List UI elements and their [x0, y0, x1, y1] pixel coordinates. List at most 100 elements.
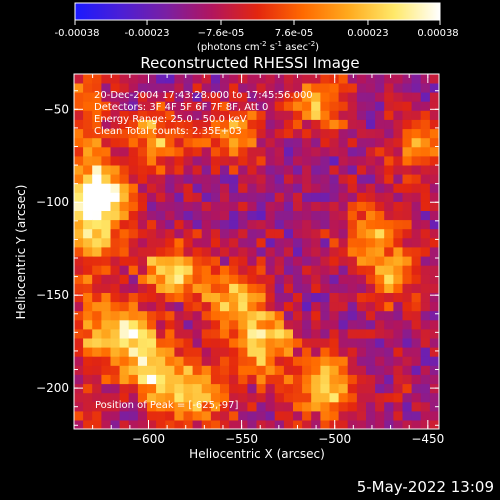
heatmap-cell	[220, 283, 230, 293]
heatmap-cell	[119, 410, 130, 421]
heatmap-cell	[320, 365, 331, 375]
heatmap-cell	[137, 301, 148, 312]
heatmap-cell	[393, 101, 404, 111]
heatmap-cell	[74, 265, 84, 275]
heatmap-cell	[220, 128, 230, 139]
heatmap-cell	[265, 401, 276, 412]
heatmap-cell	[101, 337, 112, 348]
heatmap-cell	[220, 74, 230, 84]
heatmap-cell	[174, 201, 185, 211]
heatmap-cell	[393, 265, 404, 275]
heatmap-cell	[256, 146, 267, 157]
heatmap-cell	[229, 347, 239, 357]
heatmap-cell	[201, 383, 212, 394]
heatmap-cell	[274, 137, 285, 148]
heatmap-cell	[220, 301, 230, 312]
heatmap-cell	[375, 328, 385, 339]
heatmap-cell	[210, 356, 221, 366]
heatmap-cell	[439, 119, 449, 129]
heatmap-cell	[74, 210, 84, 221]
heatmap-cell	[238, 328, 248, 339]
heatmap-cell	[411, 328, 422, 339]
heatmap-cell	[311, 410, 321, 421]
heatmap-cell	[119, 392, 130, 403]
heatmap-cell	[347, 392, 358, 403]
heatmap-cell	[411, 365, 422, 375]
heatmap-cell	[402, 74, 413, 84]
heatmap-cell	[420, 374, 431, 385]
heatmap-cell	[137, 410, 148, 421]
heatmap-cell	[429, 246, 439, 257]
heatmap-cell	[119, 374, 130, 385]
heatmap-cell	[156, 274, 166, 284]
heatmap-cell	[119, 219, 130, 230]
heatmap-cell	[320, 337, 331, 348]
heatmap-cell	[429, 292, 439, 303]
heatmap-cell	[119, 110, 130, 120]
heatmap-cell	[83, 374, 93, 385]
heatmap-cell	[274, 256, 285, 266]
heatmap-cell	[439, 110, 449, 120]
peak-position-label: Position of Peak = [-625,-97]	[95, 400, 239, 411]
heatmap-cell	[183, 301, 194, 312]
heatmap-cell	[165, 82, 175, 93]
heatmap-cell	[320, 164, 331, 175]
heatmap-cell	[420, 155, 431, 166]
heatmap-cell	[402, 365, 413, 375]
heatmap-cell	[137, 383, 148, 394]
heatmap-cell	[256, 82, 267, 93]
heatmap-cell	[238, 92, 248, 102]
heatmap-cell	[183, 164, 194, 175]
heatmap-cell	[83, 383, 93, 394]
heatmap-cell	[256, 310, 267, 321]
heatmap-cell	[384, 192, 394, 202]
heatmap-cell	[229, 319, 239, 330]
heatmap-cell	[174, 383, 185, 394]
heatmap-cell	[320, 82, 331, 93]
heatmap-cell	[210, 310, 221, 321]
heatmap-cell	[128, 419, 139, 429]
heatmap-cell	[229, 155, 239, 166]
heatmap-cell	[411, 146, 422, 157]
heatmap-cell	[366, 101, 376, 111]
heatmap-cell	[329, 137, 340, 148]
heatmap-cell	[311, 310, 321, 321]
heatmap-cell	[356, 146, 367, 157]
heatmap-cell	[393, 110, 404, 120]
heatmap-cell	[293, 201, 303, 211]
heatmap-cell	[128, 146, 139, 157]
heatmap-cell	[347, 410, 358, 421]
heatmap-cell	[274, 337, 285, 348]
heatmap-cell	[220, 347, 230, 357]
heatmap-cell	[283, 101, 294, 111]
heatmap-cell	[384, 274, 394, 284]
heatmap-cell	[311, 301, 321, 312]
heatmap-cell	[128, 283, 139, 293]
colorbar-tick-label: −7.6e-05	[198, 28, 245, 39]
heatmap-cell	[256, 419, 267, 429]
heatmap-cell	[101, 401, 112, 412]
heatmap-cell	[128, 119, 139, 130]
x-tick-label: −550	[225, 432, 258, 446]
heatmap-cell	[110, 128, 121, 139]
heatmap-cell	[320, 265, 331, 275]
heatmap-cell	[411, 155, 422, 166]
heatmap-cell	[283, 228, 294, 239]
heatmap-cell	[347, 137, 358, 148]
heatmap-cell	[238, 347, 248, 357]
heatmap-cell	[92, 246, 102, 257]
heatmap-cell	[247, 82, 258, 93]
heatmap-cell	[320, 183, 331, 193]
heatmap-cell	[274, 265, 285, 275]
heatmap-cell	[293, 128, 303, 139]
heatmap-cell	[83, 101, 93, 111]
heatmap-cell	[101, 419, 112, 429]
heatmap-cell	[147, 419, 157, 429]
heatmap-cell	[192, 219, 203, 230]
heatmap-cell	[220, 164, 230, 175]
heatmap-cell	[429, 419, 439, 429]
heatmap-cell	[329, 374, 340, 385]
heatmap-cell	[283, 174, 294, 184]
heatmap-cell	[101, 155, 112, 166]
heatmap-cell	[156, 283, 166, 293]
